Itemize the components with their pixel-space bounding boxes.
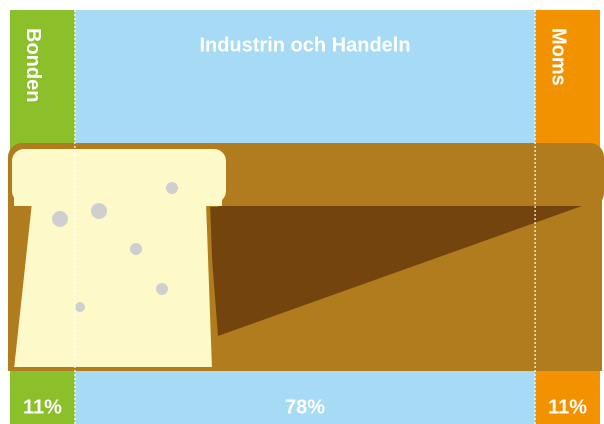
- slice-body: [10, 200, 216, 371]
- crumb-hole: [166, 182, 178, 194]
- slice-join: [14, 190, 222, 206]
- category-label: Industrin och Handeln: [199, 34, 410, 56]
- loaf-shadow: [208, 206, 582, 336]
- value-label: 11%: [548, 396, 587, 418]
- labels: Bonden 11% Industrin och Handeln 78% Moms 11%: [22, 10, 587, 424]
- crumb-hole: [52, 211, 68, 227]
- crumb-hole: [91, 203, 107, 219]
- crumb-hole: [156, 283, 168, 295]
- value-label: 78%: [285, 396, 325, 418]
- crumb-hole: [75, 302, 85, 312]
- value-label: 11%: [23, 396, 62, 418]
- category-label: Bonden: [22, 28, 44, 102]
- category-label: Moms: [547, 28, 569, 86]
- bread-illustration: [8, 143, 604, 371]
- crumb-hole: [130, 243, 142, 255]
